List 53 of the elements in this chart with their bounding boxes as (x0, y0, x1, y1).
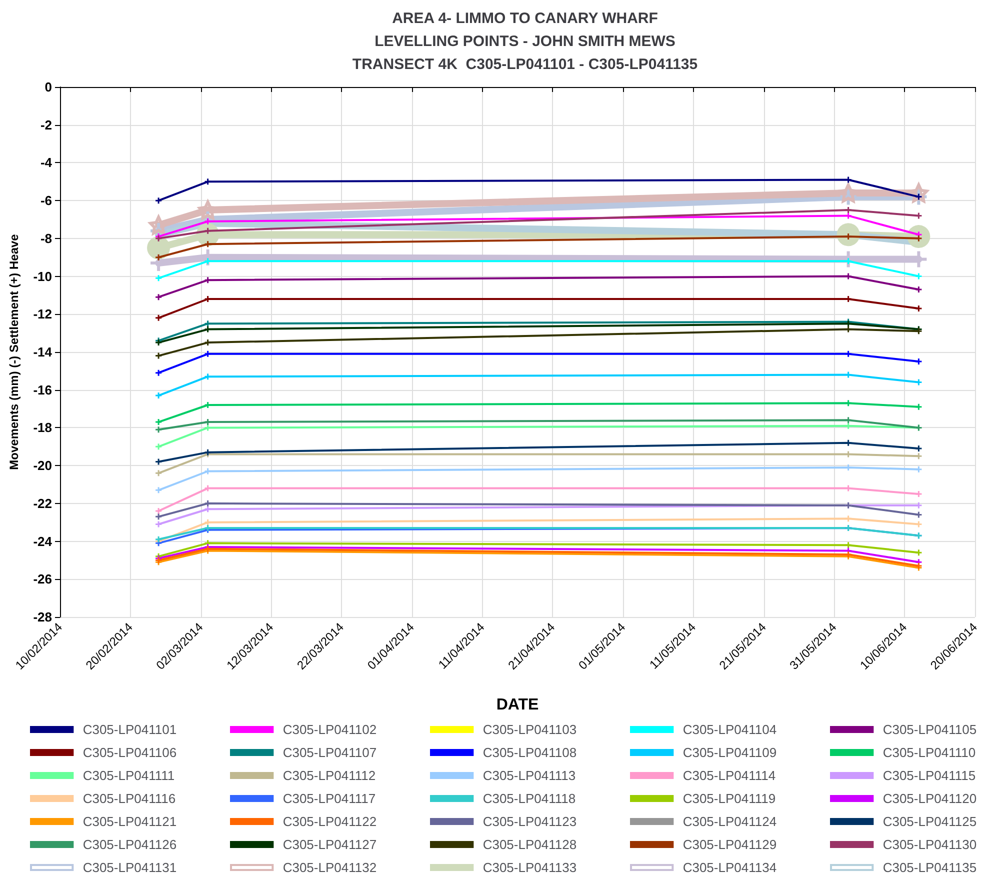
y-tick-label: -24 (33, 534, 53, 549)
legend-label: C305-LP041119 (682, 791, 776, 806)
legend-label: C305-LP041112 (282, 768, 376, 783)
legend-label: C305-LP041101 (82, 722, 177, 737)
y-tick-label: -12 (33, 306, 52, 322)
legend-label: C305-LP041115 (882, 768, 976, 783)
y-tick-label: -28 (33, 610, 52, 624)
y-tick-label: -2 (40, 117, 52, 132)
chart-title: AREA 4- LIMMO TO CANARY WHARF LEVELLING POINTS - JOHN SMITH MEWS TRANSECT 4K C305-LP041101 - C305-LP041135 (352, 10, 698, 73)
legend-label: C305-LP041133 (482, 860, 577, 875)
y-tick-label: -18 (33, 420, 52, 436)
y-tick-label: -10 (33, 268, 52, 284)
legend-label: C305-LP041107 (282, 745, 377, 760)
legend-label: C305-LP041134 (682, 860, 777, 875)
y-tick-label: -20 (33, 458, 52, 474)
legend-label: C305-LP041132 (282, 860, 377, 875)
legend-label: C305-LP041124 (682, 814, 777, 829)
legend-label: C305-LP041129 (682, 837, 777, 852)
legend-label: C305-LP041114 (682, 768, 776, 783)
legend-label: C305-LP041110 (882, 745, 976, 760)
x-axis-title: DATE (496, 696, 540, 714)
y-tick-label: 0 (44, 80, 52, 94)
legend-label: C305-LP041128 (482, 837, 577, 852)
legend-label: C305-LP041122 (282, 814, 377, 829)
legend-label: C305-LP041103 (482, 722, 577, 737)
legend-label: C305-LP041109 (682, 745, 777, 760)
legend-label: C305-LP041131 (82, 860, 177, 875)
y-tick-label: -6 (40, 193, 52, 208)
legend-label: C305-LP041108 (482, 745, 577, 760)
legend-label: C305-LP041102 (282, 722, 377, 737)
y-tick-label: -8 (40, 230, 52, 246)
legend-label: C305-LP041106 (82, 745, 177, 760)
y-tick-label: -26 (33, 572, 52, 587)
legend-label: C305-LP041117 (282, 791, 376, 806)
y-tick-label: -14 (33, 344, 53, 360)
legend-label: C305-LP041113 (482, 768, 576, 783)
legend-label: C305-LP041104 (682, 722, 777, 737)
legend-label: C305-LP041111 (82, 768, 175, 783)
legend-label: C305-LP041127 (282, 837, 377, 852)
legend-label: C305-LP041120 (882, 791, 977, 806)
y-tick-label: -16 (33, 382, 52, 398)
legend-label: C305-LP041130 (882, 837, 977, 852)
legend-label: C305-LP041121 (82, 814, 177, 829)
legend-label: C305-LP041125 (882, 814, 977, 829)
legend-label: C305-LP041116 (82, 791, 176, 806)
legend-label: C305-LP041105 (882, 722, 977, 737)
y-tick-label: -4 (40, 155, 53, 170)
y-axis-title: Movements (mm) (-) Settlement (+) Heave (7, 234, 21, 470)
legend-label: C305-LP041135 (882, 860, 977, 875)
legend-label: C305-LP041118 (482, 791, 576, 806)
legend-label: C305-LP041126 (82, 837, 177, 852)
legend-label: C305-LP041123 (482, 814, 577, 829)
y-tick-label: -22 (33, 496, 52, 511)
